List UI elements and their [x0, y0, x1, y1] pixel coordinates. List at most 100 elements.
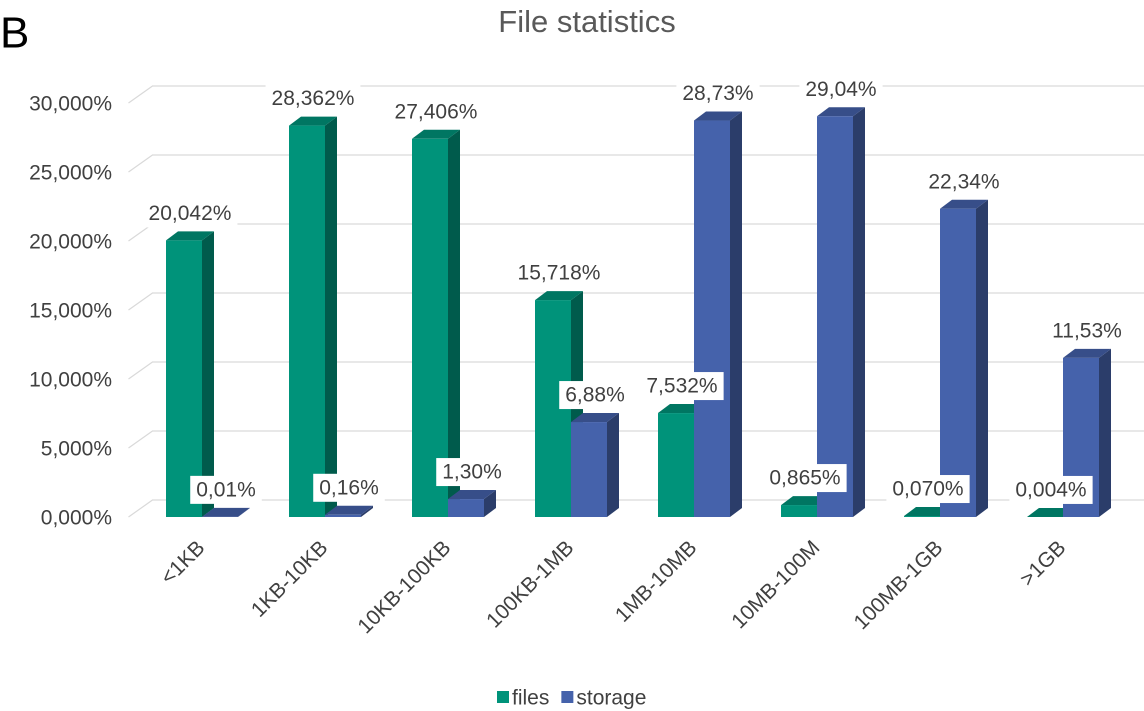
bar-top: [202, 507, 250, 517]
bar: [412, 129, 460, 518]
x-tick-label: >1GB: [1016, 536, 1071, 591]
bar: [448, 490, 496, 517]
value-label-bg: [511, 259, 607, 288]
bar-top: [289, 116, 337, 126]
x-tick-label: 1MB-10MB: [611, 536, 702, 627]
value-label: 7,532%: [646, 375, 717, 398]
legend-label: files: [512, 687, 549, 710]
value-label: 28,73%: [682, 82, 753, 105]
bar: [940, 199, 988, 517]
value-label-bg: [313, 473, 385, 502]
bar-side: [325, 116, 337, 517]
bar-top: [412, 129, 460, 139]
bar-side: [1099, 348, 1111, 517]
x-tick-label: 10KB-100KB: [353, 536, 455, 638]
legend-swatch: [497, 691, 509, 703]
x-tick-label: 10MB-100M: [727, 536, 824, 633]
bar-front: [694, 120, 730, 517]
bar-top: [940, 199, 988, 209]
value-label-bg: [640, 372, 724, 401]
bar-front: [448, 499, 484, 517]
value-label: 29,04%: [805, 78, 876, 101]
x-tick-label: 100KB-1MB: [482, 536, 578, 632]
panel-label: B: [0, 9, 29, 58]
value-label-bg: [763, 464, 847, 493]
bar-side: [361, 505, 373, 517]
bar: [202, 507, 250, 517]
bar: [325, 505, 373, 517]
value-label: 0,01%: [196, 478, 256, 501]
value-label-bg: [1009, 475, 1093, 504]
value-label: 0,865%: [769, 467, 840, 490]
value-label-bg: [190, 475, 262, 504]
value-label: 0,070%: [892, 478, 963, 501]
y-tick-label: 20,000%: [29, 231, 112, 254]
bar: [817, 107, 865, 518]
bar-side: [607, 413, 619, 517]
grid-line: [128, 430, 1144, 449]
x-tick-label: <1KB: [156, 536, 209, 589]
value-label-bg: [1046, 316, 1128, 345]
value-label: 20,042%: [149, 202, 232, 225]
bar-side: [853, 107, 865, 518]
bar-top: [448, 490, 496, 500]
bar-front: [781, 505, 817, 517]
bar-top: [166, 231, 214, 241]
bar: [694, 111, 742, 517]
grid-line: [128, 361, 1144, 380]
legend-swatch: [561, 691, 574, 703]
value-label: 0,004%: [1015, 478, 1086, 501]
bar-front: [658, 413, 694, 517]
value-label-bg: [799, 75, 883, 104]
bar-side: [238, 507, 250, 517]
bar-front: [904, 516, 940, 517]
grid-line: [128, 223, 1144, 242]
value-label: 22,34%: [928, 170, 999, 193]
bar-top: [535, 291, 583, 301]
value-label-bg: [676, 79, 760, 108]
bar-top: [694, 111, 742, 121]
value-label: 11,53%: [1052, 319, 1122, 342]
y-tick-label: 5,000%: [41, 438, 112, 461]
bar-top: [571, 413, 619, 423]
bar-front: [289, 125, 325, 517]
value-label-bg: [886, 475, 970, 504]
bar-top: [1063, 348, 1111, 358]
value-label: 15,718%: [518, 262, 601, 285]
value-label: 6,88%: [565, 384, 625, 407]
bar: [571, 413, 619, 517]
bar-front: [817, 116, 853, 518]
value-label: 28,362%: [272, 87, 355, 110]
value-label-bg: [922, 167, 1006, 196]
bar: [166, 231, 214, 517]
value-label-bg: [142, 199, 238, 228]
bar-front: [571, 422, 607, 517]
value-label-bg: [265, 84, 361, 113]
bar-front: [412, 138, 448, 518]
y-tick-label: 0,000%: [41, 507, 112, 530]
x-tick-label: 1KB-10KB: [247, 536, 333, 622]
bar: [289, 116, 337, 517]
y-tick-label: 30,000%: [29, 93, 112, 116]
value-label: 0,16%: [319, 476, 379, 499]
bar-front: [166, 240, 202, 517]
bar-side: [202, 231, 214, 517]
y-tick-label: 10,000%: [29, 369, 112, 392]
value-label-bg: [559, 381, 631, 410]
bar-side: [448, 129, 460, 518]
grid-line: [128, 499, 1144, 518]
grid-line: [128, 292, 1144, 311]
x-tick-label: 100MB-1GB: [849, 536, 947, 634]
grid-line: [128, 154, 1144, 173]
value-label: 1,30%: [442, 461, 502, 484]
chart-title: File statistics: [498, 4, 675, 39]
bar-top: [817, 107, 865, 117]
bar-top: [325, 505, 373, 515]
bar-side: [976, 199, 988, 517]
y-tick-label: 25,000%: [29, 162, 112, 185]
bar-side: [484, 490, 496, 517]
legend-label: storage: [576, 687, 646, 710]
value-label-bg: [436, 458, 508, 487]
value-label-bg: [388, 97, 484, 126]
